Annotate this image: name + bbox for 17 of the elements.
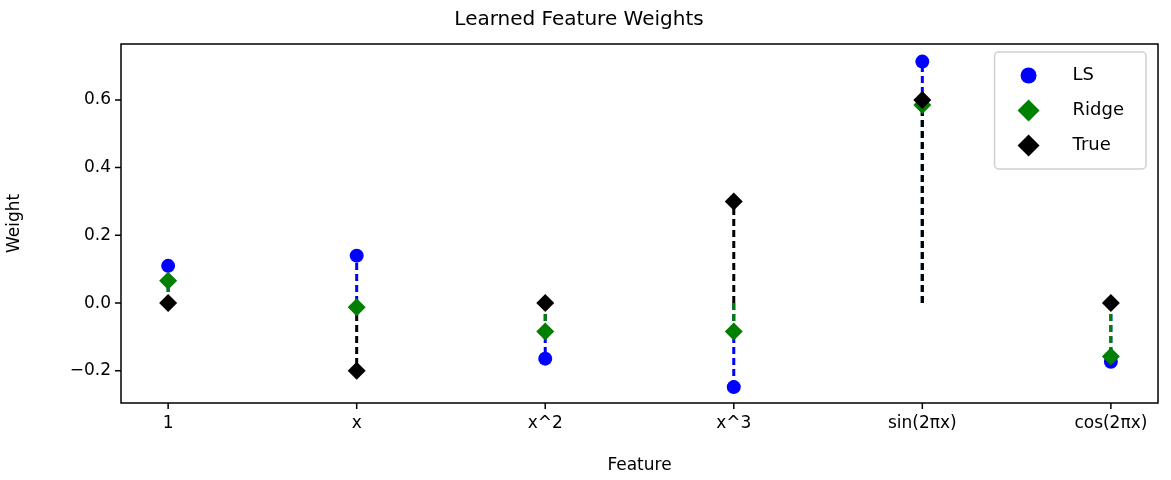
x-tick-label: cos(2πx)	[1074, 411, 1148, 432]
y-tick-label: 0.4	[83, 156, 111, 177]
legend-label: Ridge	[1072, 98, 1124, 120]
chart-title: Learned Feature Weights	[454, 6, 704, 31]
y-tick-label: −0.2	[69, 359, 111, 380]
legend-label: LS	[1072, 63, 1095, 85]
x-tick-label: x^2	[527, 411, 563, 432]
x-tick-label: sin(2πx)	[887, 411, 957, 432]
x-tick-label: x^3	[716, 411, 752, 432]
y-tick-label: 0.2	[83, 223, 111, 244]
x-tick-label: 1	[162, 411, 174, 432]
y-tick-label: 0.0	[83, 291, 111, 312]
x-axis-title: Feature	[607, 454, 672, 475]
y-axis-title: Weight	[2, 193, 23, 254]
y-tick-label: 0.6	[83, 88, 111, 109]
x-tick-label: x	[351, 411, 362, 432]
legend-label: True	[1071, 133, 1111, 155]
